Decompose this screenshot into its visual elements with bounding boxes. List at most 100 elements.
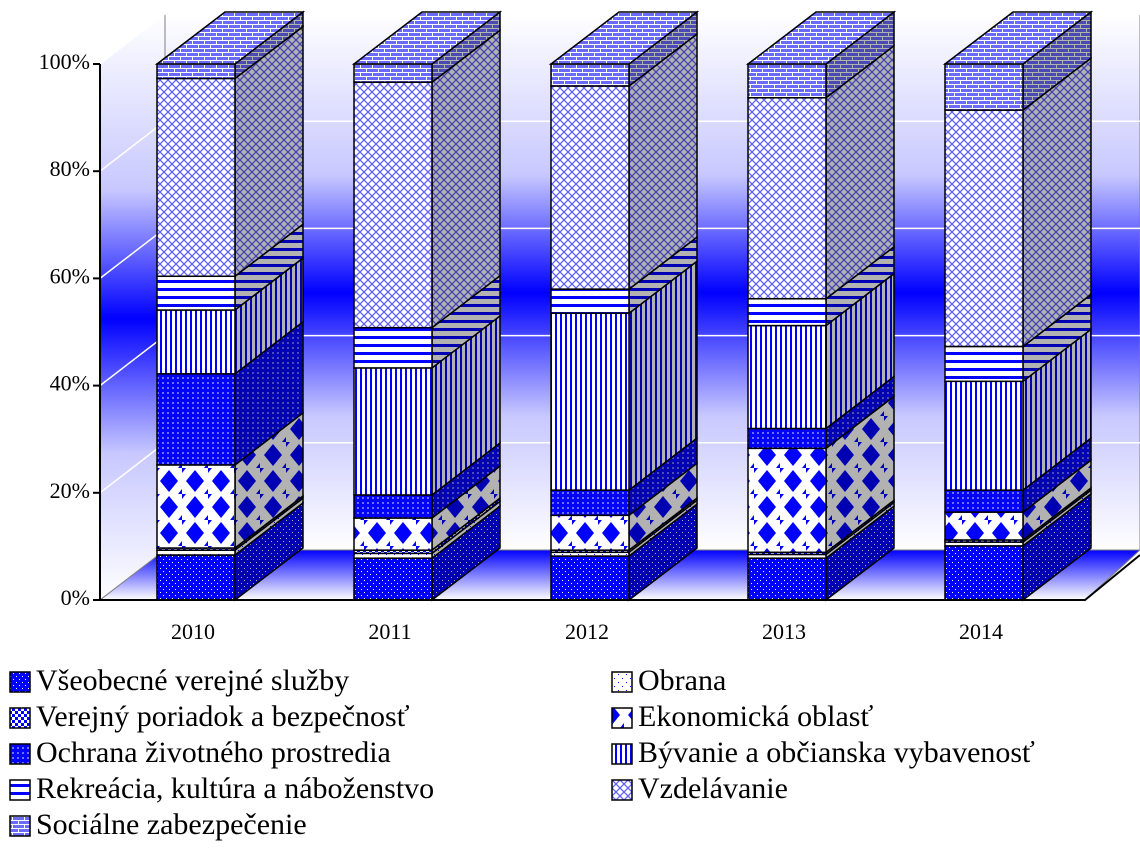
side-wall [99, 12, 166, 602]
bar [550, 489, 630, 517]
bar-side-shade [432, 501, 500, 559]
bar-side-shade [235, 12, 303, 79]
bar [156, 77, 236, 278]
bar [550, 63, 630, 87]
bar-side-shade [1023, 460, 1091, 540]
bar [747, 298, 827, 327]
bar-side-shade [629, 261, 697, 491]
bar-side-shade [826, 12, 894, 98]
bar-side-shade [432, 442, 500, 518]
bar [353, 367, 433, 496]
bar-top [942, 11, 1094, 65]
bar [944, 545, 1024, 601]
bar-side-shade [432, 275, 500, 368]
bar [353, 81, 433, 329]
bar [944, 380, 1024, 491]
y-tick-label: 80% [50, 156, 90, 181]
bar-side-shade [826, 273, 894, 429]
y-tick-label: 100% [39, 49, 90, 74]
bar-side-shade [826, 376, 894, 449]
bar-side-shade [629, 504, 697, 600]
bar-side-shade [432, 506, 500, 600]
bar [944, 63, 1024, 111]
legend: Všeobecné verejné služby Obrana Verejný po… [9, 664, 1035, 841]
bar [156, 464, 236, 549]
y-tick-label: 0% [61, 585, 90, 610]
bar-side-shade [432, 315, 500, 495]
bar-side-shade [1023, 294, 1091, 382]
bar [747, 427, 827, 450]
x-tick-label: 2014 [959, 619, 1003, 644]
bar-side-shade [1023, 12, 1091, 111]
bar-side-shade [826, 506, 894, 600]
bar [944, 345, 1024, 383]
bar-side-shade [629, 33, 697, 290]
bar-side-shade [1023, 438, 1091, 513]
bar-side-shade [1023, 329, 1091, 491]
legend-label: Ekonomická oblasť [638, 700, 873, 733]
bar [156, 554, 236, 601]
legend-label: Verejný poriadok a bezpečnosť [36, 700, 410, 733]
bar-top [745, 11, 897, 65]
bar [156, 63, 236, 80]
x-tick-label: 2010 [171, 619, 215, 644]
x-tick-label: 2013 [762, 619, 806, 644]
bar-top [351, 11, 503, 65]
bar-side-shade [235, 412, 303, 549]
bar-side-shade [235, 224, 303, 311]
bar [353, 63, 433, 83]
bar [550, 555, 630, 601]
bar [156, 373, 236, 466]
bar-side-shade [235, 258, 303, 374]
bar [944, 489, 1024, 513]
x-tick-label: 2012 [565, 619, 609, 644]
bar-side-shade [235, 26, 303, 277]
bar-side-shade [629, 12, 697, 86]
bar-side-shade [432, 465, 500, 551]
legend-label: Rekreácia, kultúra a náboženstvo [36, 772, 434, 805]
bars [154, 10, 1094, 602]
bar [747, 63, 827, 99]
legend-swatch [611, 671, 633, 693]
bar-side-shade [629, 463, 697, 551]
legend-label: Bývanie a občianska vybavenosť [638, 736, 1035, 769]
bar-side-shade [629, 438, 697, 516]
bar [550, 85, 630, 290]
legend-label: Obrana [638, 664, 726, 697]
legend-swatch [611, 743, 633, 765]
bar-side-shade [826, 246, 894, 326]
bar-side-shade [629, 237, 697, 314]
bar-side-shade [826, 396, 894, 553]
bar-side-shade [1023, 493, 1091, 600]
bar [353, 326, 433, 369]
bar-top [154, 11, 306, 65]
legend-swatch [9, 743, 31, 765]
bar [747, 97, 827, 300]
bar [156, 309, 236, 375]
legend-swatch [9, 707, 31, 729]
legend-swatch [9, 779, 31, 801]
bar [747, 447, 827, 554]
labels: 0% 20% 40% 60% 80% 100% 2010 2011 2012 2013 2014 [39, 49, 1003, 644]
bar [156, 275, 236, 311]
y-tick-label: 60% [50, 263, 90, 288]
bar-side-shade [432, 30, 500, 328]
legend-label: Všeobecné verejné služby [36, 664, 349, 697]
bar [944, 109, 1024, 348]
bar-side-shade [432, 12, 500, 83]
x-axis [100, 554, 1140, 601]
legend-label: Ochrana životného prostredia [36, 736, 391, 769]
legend-swatch [9, 815, 31, 837]
bar [550, 288, 630, 314]
bar-side-shade [235, 502, 303, 600]
y-tick-label: 40% [50, 371, 90, 396]
bar [747, 324, 827, 430]
bar-side-shade [826, 45, 894, 299]
x-tick-label: 2011 [368, 619, 411, 644]
legend-label: Sociálne zabezpečenie [36, 808, 307, 841]
bar-side-shade [235, 498, 303, 555]
legend-label: Vzdelávanie [638, 772, 788, 805]
bar [353, 557, 433, 601]
y-tick-label: 20% [50, 478, 90, 503]
